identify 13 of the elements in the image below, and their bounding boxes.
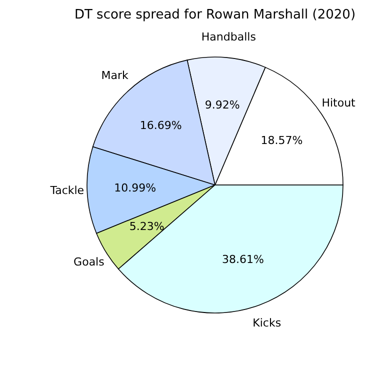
data-label: 18.57%: [260, 134, 303, 147]
data-label: 5.23%: [129, 220, 164, 233]
chart-title: DT score spread for Rowan Marshall (2020): [74, 8, 356, 23]
slice-label: Kicks: [252, 316, 282, 330]
data-label: 38.61%: [222, 252, 264, 266]
slice-label: Mark: [101, 69, 130, 82]
slice-label: Hitout: [322, 96, 356, 110]
data-label: 9.92%: [204, 98, 240, 112]
slice-label: Handballs: [201, 30, 256, 44]
data-label: 16.69%: [140, 119, 182, 132]
data-label: 10.99%: [114, 181, 156, 194]
slice-label: Goals: [74, 256, 105, 269]
slice-label: Tackle: [49, 184, 84, 198]
